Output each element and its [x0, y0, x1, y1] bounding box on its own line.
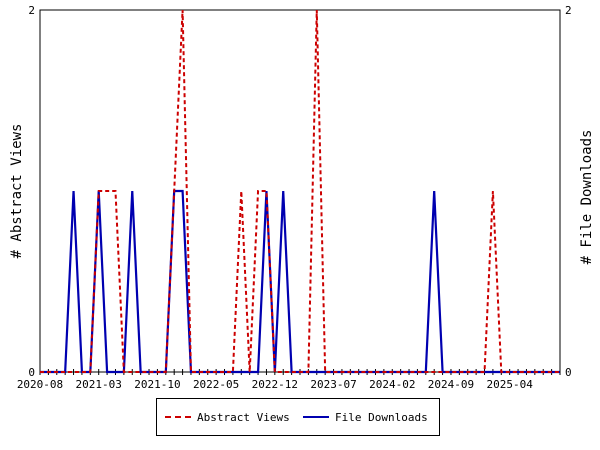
series-line-abstract-views: [40, 9, 560, 373]
x-tick-labels: 2020-08 2021-03 2021-10 2022-05 2022-12 2023-…: [17, 378, 533, 391]
legend: Abstract Views File Downloads: [156, 398, 440, 436]
x-tick-label: 2025-04: [486, 378, 533, 391]
legend-label-file-downloads: File Downloads: [335, 410, 428, 424]
y-left-tick-bottom: 0: [28, 366, 35, 379]
series-layer: [40, 9, 560, 374]
x-tick-label: 2024-02: [369, 378, 415, 391]
y-left-axis-title: # Abstract Views: [9, 124, 25, 259]
y-right-tick-bottom: 0: [565, 366, 572, 379]
legend-swatch-file-downloads: [303, 416, 329, 418]
x-tick-label: 2024-09: [428, 378, 474, 391]
x-tick-label: 2021-03: [76, 378, 122, 391]
x-tick-label: 2023-07: [310, 378, 356, 391]
legend-swatch-abstract-views: [165, 416, 191, 418]
x-tick-label: 2022-05: [193, 378, 239, 391]
plot-area: [39, 9, 561, 373]
y-right-axis-title: # File Downloads: [579, 130, 595, 265]
x-tick-label: 2020-08: [17, 378, 63, 391]
legend-item-abstract-views: Abstract Views: [165, 410, 290, 424]
y-left-tick-top: 2: [28, 4, 35, 17]
x-tick-label: 2021-10: [134, 378, 180, 391]
y-right-tick-top: 2: [565, 4, 572, 17]
legend-item-file-downloads: File Downloads: [303, 410, 428, 424]
x-tick-label: 2022-12: [252, 378, 298, 391]
legend-label-abstract-views: Abstract Views: [197, 410, 290, 424]
